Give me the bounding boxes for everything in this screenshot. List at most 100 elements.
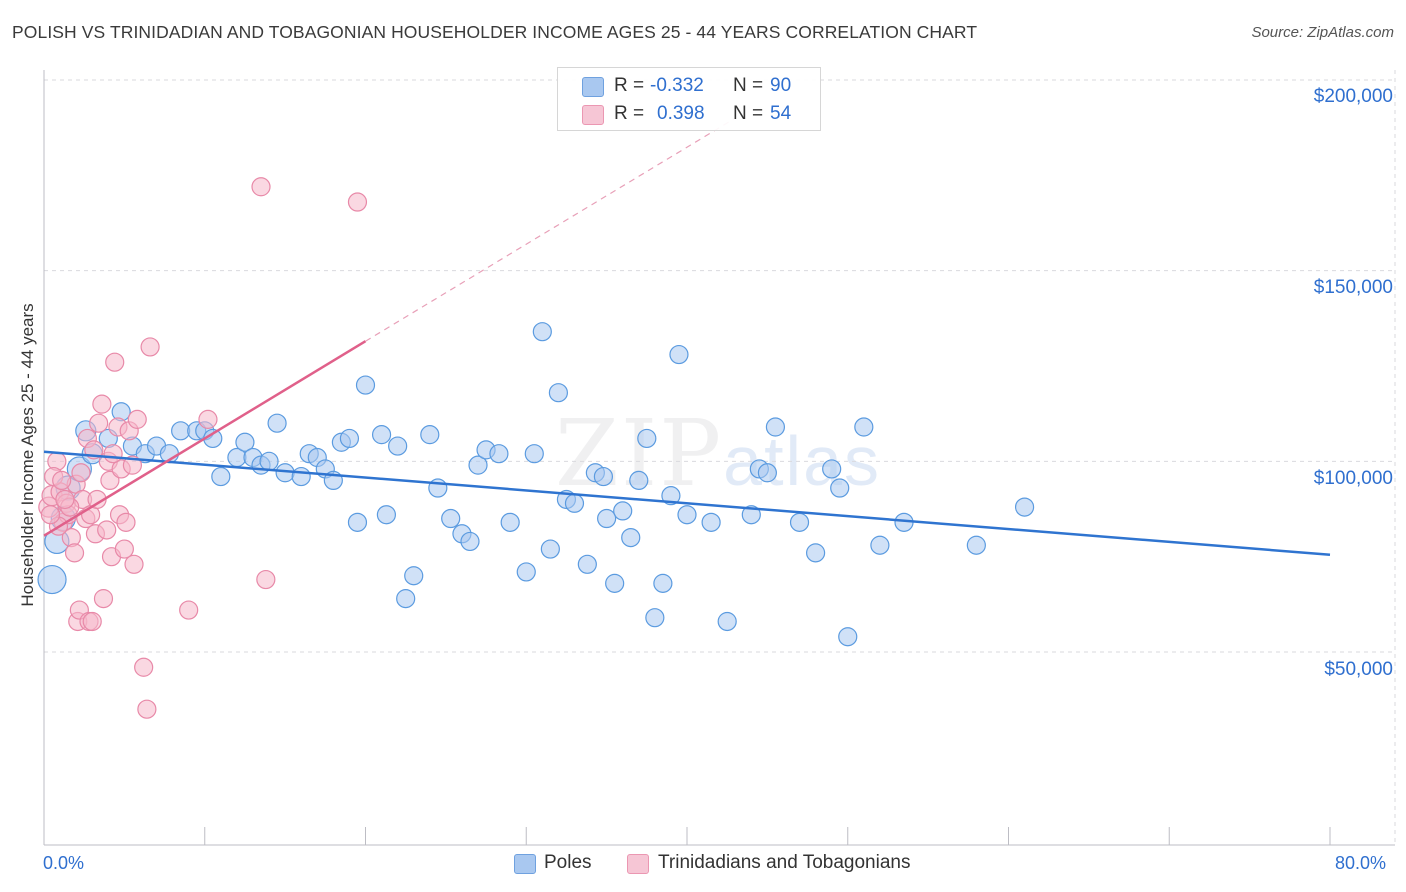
- point-poles: [441, 508, 461, 529]
- stats-r-label: R =: [614, 75, 645, 96]
- stats-box: R = -0.332 N = 90 R = 0.398 N = 54: [557, 67, 821, 131]
- point-poles: [540, 539, 560, 559]
- point-poles: [460, 531, 480, 552]
- stats-r-label: R =: [614, 103, 645, 124]
- point-trinidadians: [140, 337, 160, 357]
- point-poles: [789, 512, 810, 532]
- point-trinidadians: [137, 699, 157, 719]
- point-trinidadians: [198, 409, 218, 429]
- point-trinidadians: [179, 600, 199, 620]
- point-poles: [838, 627, 858, 647]
- stats-swatch-poles: [582, 77, 604, 97]
- point-poles: [854, 417, 874, 437]
- stats-n-label: N =: [733, 75, 764, 96]
- stats-n-value: 90: [770, 75, 792, 96]
- point-poles: [645, 608, 665, 628]
- point-poles: [870, 535, 890, 555]
- point-poles: [830, 478, 850, 498]
- point-poles: [171, 421, 191, 441]
- point-trinidadians: [71, 463, 91, 483]
- point-poles: [388, 436, 408, 456]
- point-trinidadians: [251, 177, 271, 197]
- point-poles: [376, 505, 396, 525]
- point-poles: [577, 554, 597, 574]
- point-poles: [593, 466, 614, 487]
- point-poles: [468, 455, 488, 475]
- y-tick-label-50k: $50,000: [1324, 659, 1393, 680]
- point-trinidadians: [55, 489, 75, 510]
- point-poles: [404, 566, 424, 586]
- point-poles: [420, 425, 440, 445]
- point-poles: [524, 444, 544, 464]
- point-poles: [677, 505, 697, 525]
- point-poles: [259, 451, 279, 471]
- point-poles: [211, 466, 231, 487]
- point-trinidadians: [92, 394, 112, 414]
- point-trinidadians: [103, 444, 123, 464]
- point-trinidadians: [105, 352, 125, 372]
- legend-swatch-trinidadians: [627, 854, 649, 874]
- point-poles: [757, 463, 777, 483]
- point-trinidadians: [114, 539, 134, 559]
- point-poles: [516, 562, 536, 582]
- source-label: Source: ZipAtlas.com: [1251, 24, 1394, 41]
- point-poles: [291, 466, 311, 487]
- legend-label-trinidadians: Trinidadians and Tobagonians: [658, 852, 911, 873]
- point-trinidadians: [134, 657, 154, 677]
- point-poles: [669, 344, 689, 365]
- point-poles: [355, 375, 376, 395]
- point-poles: [371, 425, 392, 445]
- point-poles: [653, 573, 673, 593]
- point-trinidadians: [52, 470, 72, 490]
- point-poles: [489, 444, 509, 464]
- stats-swatch-trinidadians: [582, 105, 604, 125]
- point-poles: [347, 512, 368, 532]
- point-trinidadians: [127, 409, 147, 429]
- point-poles: [822, 459, 842, 479]
- point-poles: [500, 512, 520, 532]
- point-trinidadians: [124, 554, 144, 574]
- point-poles: [396, 589, 416, 609]
- point-poles: [267, 413, 287, 433]
- trendline-trinidadians-extension: [365, 117, 736, 342]
- point-trinidadians: [64, 543, 85, 563]
- chart-title: POLISH VS TRINIDADIAN AND TOBAGONIAN HOU…: [12, 22, 978, 42]
- point-poles: [701, 512, 721, 532]
- point-trinidadians: [82, 611, 102, 632]
- point-trinidadians: [122, 455, 143, 475]
- point-poles: [548, 383, 569, 403]
- point-poles: [597, 508, 617, 529]
- point-trinidadians: [89, 413, 109, 433]
- legend-label-poles: Poles: [544, 852, 592, 873]
- point-poles: [605, 573, 625, 593]
- stats-n-value: 54: [770, 103, 792, 124]
- point-poles: [661, 486, 681, 506]
- point-poles: [765, 417, 786, 437]
- point-trinidadians: [256, 569, 276, 590]
- point-poles: [966, 535, 986, 555]
- point-poles: [613, 501, 633, 521]
- stats-row-trinidadians: R = 0.398 N = 54: [558, 102, 820, 128]
- y-tick-label-200k: $200,000: [1313, 86, 1393, 107]
- point-poles: [37, 564, 67, 595]
- point-trinidadians: [40, 505, 61, 525]
- point-poles: [1014, 497, 1035, 517]
- point-poles: [621, 527, 641, 548]
- stats-r-value: -0.332: [650, 75, 704, 96]
- point-poles: [717, 611, 737, 632]
- x-tick-label-max: 80.0%: [1335, 853, 1387, 873]
- stats-n-label: N =: [733, 103, 764, 124]
- point-trinidadians: [93, 589, 114, 609]
- point-poles: [741, 505, 761, 525]
- point-poles: [637, 428, 657, 449]
- point-poles: [532, 322, 552, 342]
- y-tick-label-150k: $150,000: [1313, 277, 1393, 298]
- stats-row-poles: R = -0.332 N = 90: [558, 74, 820, 100]
- point-poles: [629, 470, 649, 490]
- point-poles: [805, 543, 826, 563]
- point-trinidadians: [97, 520, 117, 540]
- legend-swatch-poles: [514, 854, 536, 874]
- trendline-trinidadians: [43, 340, 367, 537]
- stats-r-value: 0.398: [657, 103, 705, 124]
